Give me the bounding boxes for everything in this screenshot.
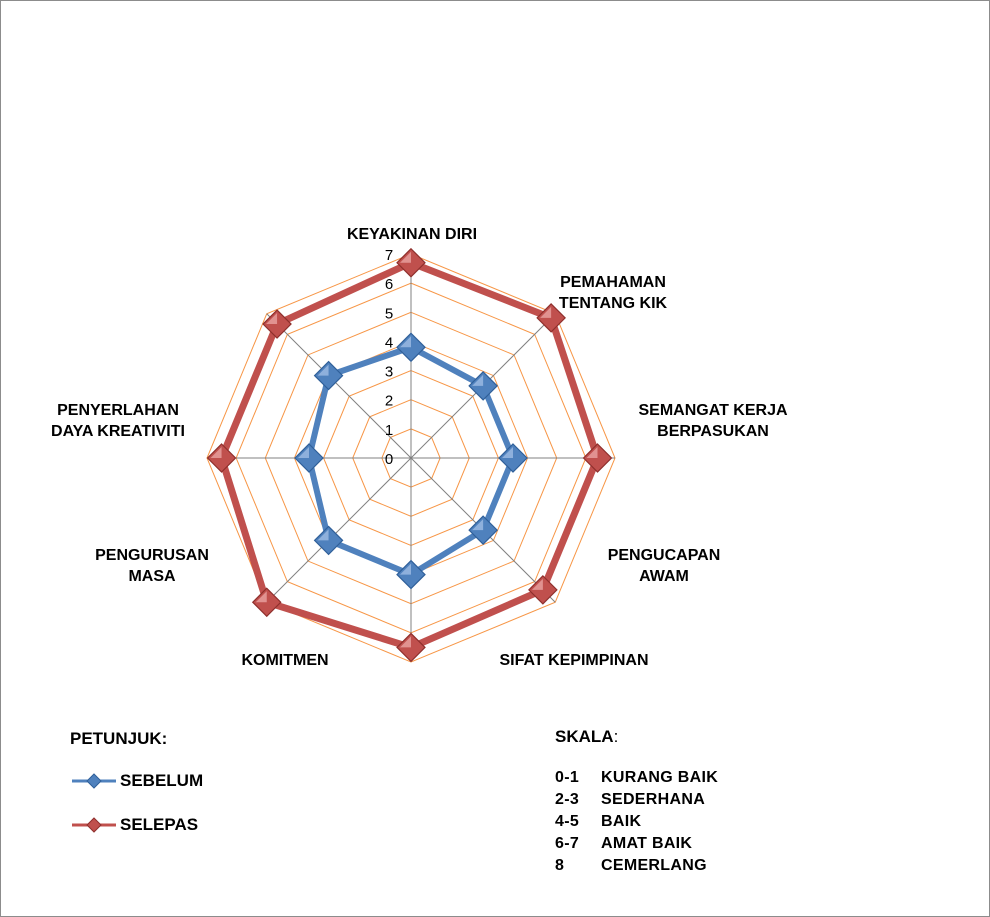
axis-label: PENGUCAPAN [608,547,721,564]
tick-label: 3 [385,364,393,381]
scale-text: CEMERLANG [601,857,707,874]
scale-text: SEDERHANA [601,791,706,808]
data-point-highlight [472,519,484,531]
axis-label: KOMITMEN [241,652,328,669]
scale-title-colon: : [613,727,619,746]
scale-text: AMAT BAIK [601,835,693,852]
data-point-highlight [586,447,598,458]
axis-label: PENGURUSAN [95,547,209,564]
legend-label-selepas: SELEPAS [120,815,199,834]
data-point-highlight [400,636,411,648]
data-point-highlight [400,251,411,263]
scale-range: 2-3 [555,791,580,808]
scale-range: 4-5 [555,813,580,830]
legend-item-selepas: SELEPAS [70,815,198,835]
tick-label: 7 [385,247,393,264]
legend-marker-sebelum [72,773,116,789]
tick-label: 2 [385,393,393,410]
data-point-highlight [400,563,411,575]
scale-range: 0-1 [555,769,580,786]
data-point-highlight [531,578,543,590]
data-point-highlight [400,336,411,348]
tick-label: 6 [385,276,393,293]
data-point-highlight [266,313,278,325]
data-point-highlight [210,447,222,458]
legend-label-sebelum: SEBELUM [120,771,204,790]
axis-label: SEMANGAT KERJA [638,402,787,419]
axis-spoke [266,457,412,603]
scale-row: 0-1 KURANG BAIK [555,769,718,787]
tick-label: 0 [385,451,393,468]
scale-range: 8 [555,857,565,874]
axis-label: PEMAHAMAN [560,274,666,291]
scale-title-text: SKALA [555,727,614,746]
scale-text: BAIK [601,813,642,830]
scale-row: 8 CEMERLANG [555,857,707,875]
data-point-highlight [298,447,309,458]
tick-label: 5 [385,305,393,322]
data-point-highlight [502,447,513,458]
legend-item-sebelum: SEBELUM [70,771,203,791]
axis-label: PENYERLAHAN [57,402,179,419]
axis-label: TENTANG KIK [559,295,668,312]
axis-label: MASA [128,568,176,585]
scale-title: SKALA: [555,727,618,747]
axis-label: SIFAT KEPIMPINAN [499,652,648,669]
tick-label: 4 [385,334,393,351]
legend-title: PETUNJUK: [70,729,168,748]
scale-row: 4-5 BAIK [555,813,641,831]
data-point-highlight [317,529,329,541]
scale-text: KURANG BAIK [601,769,719,786]
axis-label: KEYAKINAN DIRI [347,226,477,243]
axis-label: AWAM [639,568,689,585]
tick-label: 1 [385,422,393,439]
legend-marker-selepas [72,817,116,833]
data-point-highlight [255,591,267,603]
scale-row: 2-3 SEDERHANA [555,791,705,809]
data-point-highlight [317,364,329,376]
scale-row: 6-7 AMAT BAIK [555,835,692,853]
scale-range: 6-7 [555,835,580,852]
axis-spoke [266,313,412,459]
axis-label: BERPASUKAN [657,423,769,440]
data-point-highlight [472,374,484,386]
axis-label: DAYA KREATIVITI [51,423,185,440]
data-point-highlight [540,306,552,318]
